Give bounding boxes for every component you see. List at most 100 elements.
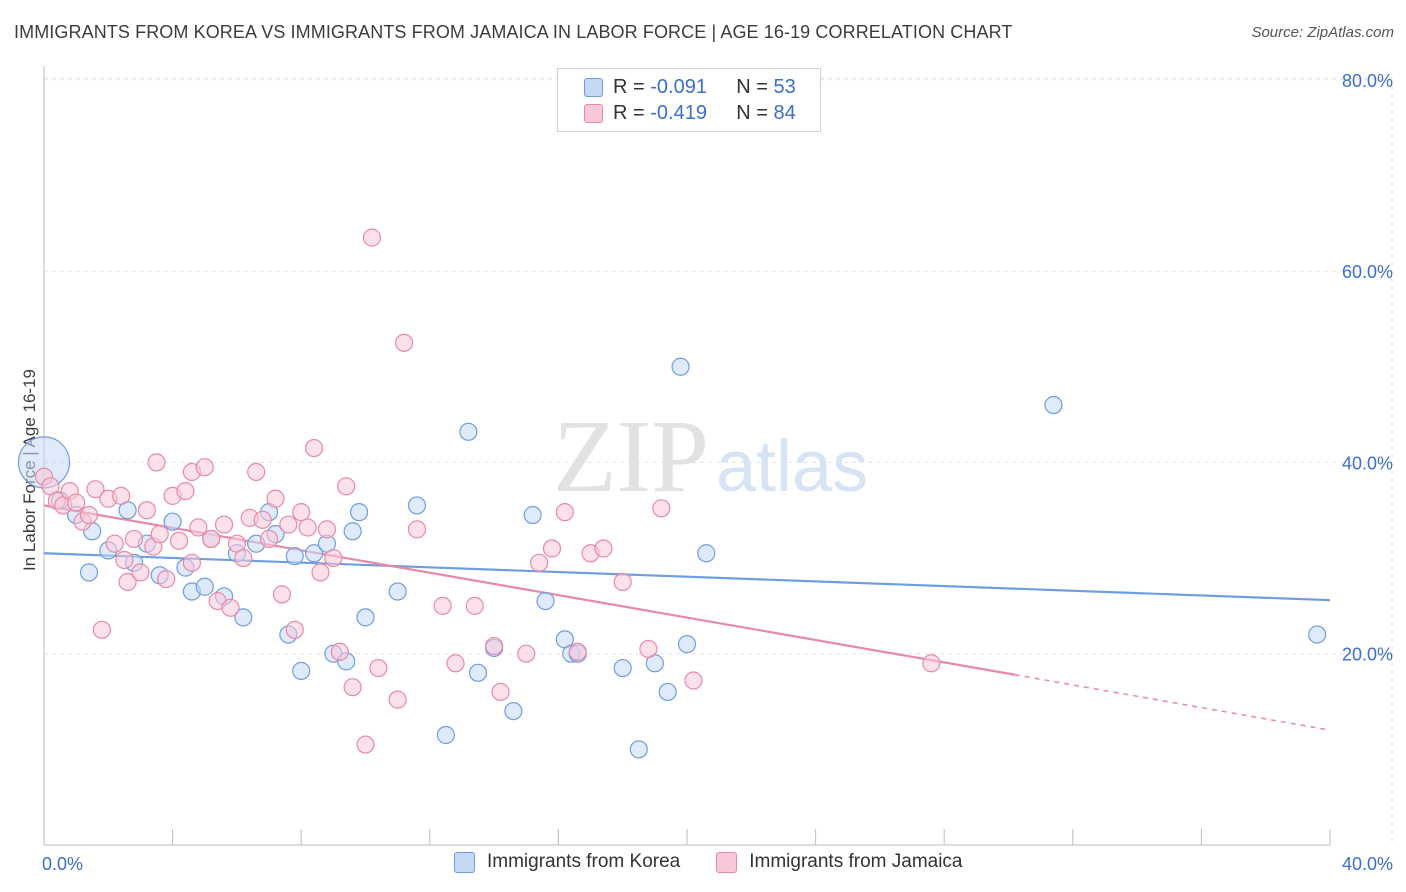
jamaica-r-value: -0.419 xyxy=(650,101,707,124)
korea-point xyxy=(1308,625,1327,644)
korea-point xyxy=(613,658,632,678)
watermark-atlas: atlas xyxy=(716,427,868,507)
korea-point xyxy=(658,682,677,702)
korea-point xyxy=(163,512,182,531)
jamaica-point xyxy=(304,438,324,458)
chart-title: IMMIGRANTS FROM KOREA VS IMMIGRANTS FROM… xyxy=(14,22,1013,42)
jamaica-point xyxy=(272,585,292,604)
jamaica-point xyxy=(234,548,253,568)
n-label: N = xyxy=(736,75,768,98)
jamaica-point xyxy=(446,654,465,673)
korea-point xyxy=(234,608,253,627)
jamaica-point xyxy=(369,658,388,678)
jamaica-point xyxy=(292,503,311,522)
y-tick-label: 80.0% xyxy=(1342,71,1393,91)
korea-swatch xyxy=(584,77,603,97)
korea-point xyxy=(671,357,690,376)
jamaica-point xyxy=(922,654,941,673)
jamaica-point xyxy=(150,525,169,544)
jamaica-point xyxy=(137,501,156,520)
korea-point xyxy=(1044,395,1063,415)
series-legend: Immigrants from Korea Immigrants from Ja… xyxy=(454,851,999,873)
jamaica-point xyxy=(214,515,234,534)
jamaica-point xyxy=(407,520,427,539)
jamaica-point xyxy=(195,458,214,477)
korea-point xyxy=(285,547,304,566)
jamaica-point xyxy=(247,462,266,482)
jamaica-point xyxy=(266,489,285,508)
korea-point xyxy=(536,591,555,611)
jamaica-point xyxy=(176,481,195,501)
jamaica-n-value: 84 xyxy=(773,101,796,124)
jamaica-point xyxy=(684,671,703,690)
source-credit: Source: ZipAtlas.com xyxy=(1251,24,1394,41)
correlation-legend: R = -0.091 N = 53 R = -0.419 N = 84 xyxy=(557,68,821,132)
jamaica-point xyxy=(189,518,208,537)
jamaica-point xyxy=(491,682,510,702)
jamaica-point xyxy=(92,620,111,639)
x-tick-label-max: 40.0% xyxy=(1342,854,1393,874)
jamaica-swatch xyxy=(584,103,603,123)
legend-item-jamaica: Immigrants from Jamaica xyxy=(716,851,963,873)
jamaica-point xyxy=(394,333,414,352)
jamaica-point xyxy=(639,639,658,659)
korea-point xyxy=(523,505,542,525)
jamaica-point xyxy=(115,550,134,570)
data-points xyxy=(17,228,1327,759)
jamaica-point xyxy=(112,486,131,505)
korea-point xyxy=(195,577,214,596)
jamaica-point xyxy=(202,529,221,549)
jamaica-point xyxy=(157,569,176,589)
jamaica-point xyxy=(105,534,124,553)
korea-point xyxy=(407,496,427,515)
jamaica-point xyxy=(485,636,504,656)
jamaica-point xyxy=(613,572,632,592)
korea-point xyxy=(459,422,478,441)
korea-point xyxy=(504,701,523,721)
korea-r-value: -0.091 xyxy=(650,75,707,98)
jamaica-point xyxy=(169,531,189,550)
jamaica-point xyxy=(298,518,317,537)
korea-point xyxy=(304,544,324,563)
korea-point xyxy=(79,563,99,582)
legend-item-korea: Immigrants from Korea xyxy=(454,851,680,873)
r-label: R = xyxy=(613,101,645,124)
korea-point xyxy=(349,503,369,522)
jamaica-legend-label: Immigrants from Jamaica xyxy=(749,851,963,872)
korea-point xyxy=(292,661,311,681)
x-tick-label-min: 0.0% xyxy=(42,854,83,874)
jamaica-point xyxy=(356,735,375,754)
korea-n-value: 53 xyxy=(773,75,796,98)
jamaica-point xyxy=(67,493,86,512)
watermark: ZIP atlas xyxy=(553,399,868,514)
jamaica-point xyxy=(131,563,150,582)
jamaica-point xyxy=(253,510,272,529)
korea-legend-swatch xyxy=(454,851,475,873)
jamaica-point xyxy=(118,572,137,592)
jamaica-point xyxy=(311,563,330,582)
y-tick-label: 20.0% xyxy=(1342,645,1393,665)
r-label: R = xyxy=(613,75,645,98)
jamaica-point xyxy=(79,505,99,525)
y-tick-label: 60.0% xyxy=(1342,262,1393,282)
jamaica-point xyxy=(86,480,105,499)
korea-point xyxy=(343,522,362,541)
jamaica-point xyxy=(388,690,407,709)
jamaica-point xyxy=(568,642,587,661)
tick-labels: 20.0% 40.0% 60.0% 80.0% 0.0% 40.0% xyxy=(42,71,1393,874)
korea-point xyxy=(436,725,455,745)
jamaica-point xyxy=(182,553,201,572)
jamaica-point xyxy=(279,515,298,534)
legend-row-korea: R = -0.091 N = 53 xyxy=(584,74,796,100)
jamaica-point xyxy=(221,598,240,617)
korea-trend-line xyxy=(43,552,1331,602)
jamaica-point xyxy=(555,503,574,522)
n-label: N = xyxy=(736,101,768,124)
korea-point xyxy=(356,608,375,627)
jamaica-point xyxy=(343,678,362,697)
korea-point xyxy=(629,740,648,759)
jamaica-point xyxy=(259,529,279,549)
jamaica-point xyxy=(465,596,484,615)
jamaica-point xyxy=(517,644,536,663)
